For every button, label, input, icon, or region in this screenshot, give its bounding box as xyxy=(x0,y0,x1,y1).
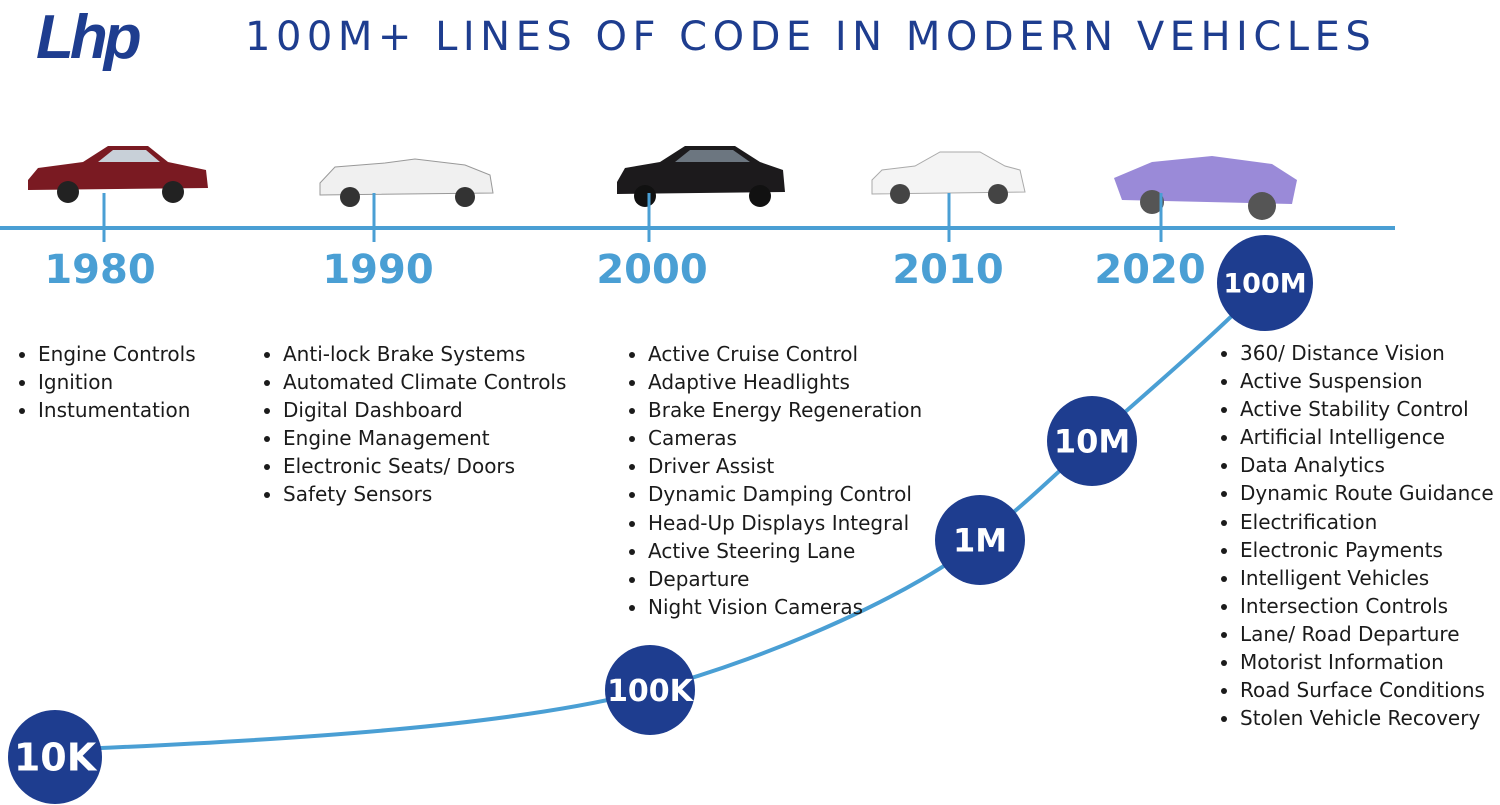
milestone-circle xyxy=(605,645,695,735)
feature-item: Intelligent Vehicles xyxy=(1240,564,1494,592)
feature-item: Data Analytics xyxy=(1240,451,1494,479)
milestone-label: 10M xyxy=(1054,423,1130,461)
feature-list: Active Cruise ControlAdaptive Headlights… xyxy=(630,340,922,621)
feature-item: Active Stability Control xyxy=(1240,395,1494,423)
car-image xyxy=(617,146,785,207)
feature-item: Intersection Controls xyxy=(1240,592,1494,620)
milestone-circle xyxy=(1217,235,1313,331)
milestone-circle xyxy=(935,495,1025,585)
growth-curve xyxy=(54,281,1267,752)
feature-list: Anti-lock Brake SystemsAutomated Climate… xyxy=(265,340,566,509)
year-label: 2000 xyxy=(596,247,707,293)
car-image xyxy=(1114,156,1297,220)
feature-item: Electrification xyxy=(1240,508,1494,536)
feature-item: Departure xyxy=(648,565,922,593)
feature-item: Brake Energy Regeneration xyxy=(648,396,922,424)
milestone-label: 100M xyxy=(1223,269,1306,300)
year-label: 2020 xyxy=(1094,247,1205,293)
feature-item: Adaptive Headlights xyxy=(648,368,922,396)
feature-item: Instumentation xyxy=(38,396,196,424)
milestone-label: 1M xyxy=(953,522,1007,560)
feature-item: Head-Up Displays Integral xyxy=(648,509,922,537)
feature-item: Active Steering Lane xyxy=(648,537,922,565)
feature-item: Lane/ Road Departure xyxy=(1240,620,1494,648)
feature-item: Cameras xyxy=(648,424,922,452)
feature-item: Road Surface Conditions xyxy=(1240,676,1494,704)
logo: Lhp xyxy=(36,3,142,72)
feature-item: 360/ Distance Vision xyxy=(1240,339,1494,367)
feature-list: 360/ Distance VisionActive SuspensionAct… xyxy=(1222,339,1494,732)
feature-item: Anti-lock Brake Systems xyxy=(283,340,566,368)
feature-item: Stolen Vehicle Recovery xyxy=(1240,704,1494,732)
feature-item: Motorist Information xyxy=(1240,648,1494,676)
feature-item: Safety Sensors xyxy=(283,480,566,508)
feature-item: Dynamic Route Guidance xyxy=(1240,479,1494,507)
year-label: 2010 xyxy=(892,247,1003,293)
feature-item: Driver Assist xyxy=(648,452,922,480)
milestone-circle xyxy=(8,710,102,804)
feature-item: Electronic Seats/ Doors xyxy=(283,452,566,480)
feature-item: Dynamic Damping Control xyxy=(648,480,922,508)
car-images xyxy=(28,146,1297,220)
car-image xyxy=(319,158,494,207)
car-image xyxy=(28,146,208,203)
feature-item: Digital Dashboard xyxy=(283,396,566,424)
title: 100M+ LINES OF CODE IN MODERN VEHICLES xyxy=(245,14,1377,60)
feature-item: Electronic Payments xyxy=(1240,536,1494,564)
year-label: 1980 xyxy=(44,247,155,293)
feature-list: Engine ControlsIgnitionInstumentation xyxy=(20,340,196,424)
feature-item: Engine Management xyxy=(283,424,566,452)
feature-item: Automated Climate Controls xyxy=(283,368,566,396)
feature-item: Engine Controls xyxy=(38,340,196,368)
feature-item: Ignition xyxy=(38,368,196,396)
feature-item: Active Suspension xyxy=(1240,367,1494,395)
milestone-label: 100K xyxy=(607,674,695,709)
feature-item: Active Cruise Control xyxy=(648,340,922,368)
milestone-label: 10K xyxy=(14,736,98,780)
year-label: 1990 xyxy=(322,247,433,293)
feature-item: Night Vision Cameras xyxy=(648,593,922,621)
feature-item: Artificial Intelligence xyxy=(1240,423,1494,451)
milestone-circle xyxy=(1047,396,1137,486)
